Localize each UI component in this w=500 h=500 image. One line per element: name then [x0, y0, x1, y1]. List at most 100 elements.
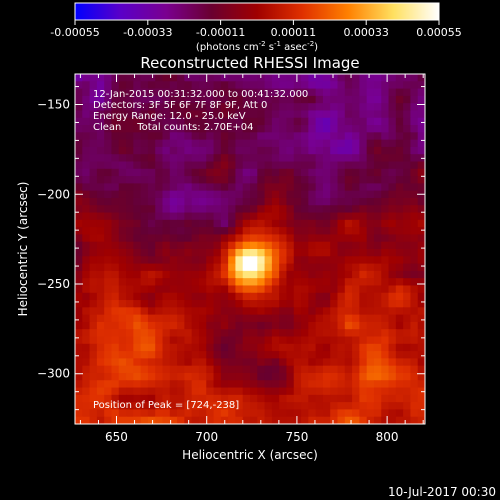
heatmap-cell [140, 292, 149, 301]
heatmap-cell [359, 402, 368, 411]
heatmap-cell [169, 154, 178, 163]
heatmap-cell [381, 176, 390, 184]
heatmap-cell [220, 234, 229, 243]
heatmap-cell [206, 197, 215, 206]
heatmap-cell [169, 285, 178, 294]
heatmap-cell [373, 117, 382, 126]
heatmap-cell [279, 132, 288, 141]
heatmap-cell [147, 219, 156, 228]
heatmap-cell [388, 125, 397, 133]
heatmap-cell [366, 219, 375, 228]
heatmap-cell [322, 103, 331, 112]
heatmap-cell [308, 270, 317, 279]
heatmap-cell [184, 95, 193, 104]
heatmap-cell [410, 190, 419, 199]
heatmap-cell [111, 249, 120, 257]
heatmap-cell [315, 88, 324, 97]
heatmap-cell [220, 125, 229, 133]
heatmap-cell [352, 365, 360, 374]
heatmap-cell [213, 183, 222, 192]
heatmap-cell [96, 154, 105, 163]
heatmap-cell [228, 74, 237, 82]
heatmap-cell [228, 81, 237, 90]
heatmap-cell [417, 394, 425, 403]
heatmap-cell [89, 314, 98, 323]
heatmap-cell [359, 219, 368, 228]
heatmap-cell [133, 409, 142, 418]
heatmap-cell [366, 197, 375, 206]
heatmap-cell [162, 146, 171, 155]
heatmap-cell [147, 278, 156, 287]
heatmap-cell [322, 270, 331, 279]
heatmap-cell [82, 300, 91, 308]
heatmap-cell [147, 146, 156, 155]
heatmap-cell [330, 154, 339, 163]
heatmap-cell [271, 292, 280, 301]
heatmap-cell [82, 394, 91, 403]
heatmap-cell [147, 263, 156, 272]
heatmap-cell [395, 351, 404, 359]
heatmap-cell [403, 117, 412, 126]
heatmap-cell [337, 212, 346, 221]
heatmap-cell [417, 285, 425, 294]
heatmap-cell [257, 409, 266, 418]
heatmap-cell [322, 409, 331, 418]
heatmap-cell [155, 205, 164, 214]
heatmap-cell [228, 132, 237, 141]
heatmap-cell [322, 256, 331, 265]
heatmap-cell [381, 241, 390, 250]
heatmap-cell [271, 270, 280, 279]
heatmap-cell [184, 278, 193, 287]
heatmap-cell [228, 125, 237, 133]
heatmap-cell [286, 197, 295, 206]
heatmap-cell [118, 103, 127, 112]
heatmap-cell [206, 292, 215, 301]
heatmap-cell [147, 336, 156, 345]
heatmap-cell [206, 321, 215, 330]
heatmap-cell [133, 263, 142, 272]
heatmap-cell [417, 227, 425, 236]
heatmap-cell [279, 285, 288, 294]
heatmap-cell [198, 117, 207, 126]
heatmap-cell [366, 263, 375, 272]
heatmap-cell [308, 168, 317, 177]
heatmap-cell [293, 74, 302, 82]
heatmap-cell [191, 329, 200, 338]
heatmap-cell [403, 212, 412, 221]
heatmap-cell [82, 343, 91, 352]
heatmap-cell [271, 132, 280, 141]
heatmap-cell [75, 95, 83, 104]
heatmap-cell [177, 321, 185, 330]
heatmap-cell [388, 176, 397, 184]
heatmap-cell [315, 321, 324, 330]
heatmap-cell [82, 365, 91, 374]
heatmap-cell [286, 409, 295, 418]
colorbar-ticks [74, 20, 440, 25]
heatmap-cell [96, 402, 105, 411]
heatmap-cell [388, 139, 397, 148]
heatmap-cell [140, 300, 149, 308]
heatmap-cell [388, 241, 397, 250]
heatmap-cell [322, 234, 331, 243]
heatmap-cell [133, 249, 142, 257]
heatmap-cell [410, 270, 419, 279]
heatmap-cell [133, 95, 142, 104]
heatmap-cell [96, 409, 105, 418]
heatmap-cell [213, 103, 222, 112]
heatmap-cell [395, 314, 404, 323]
heatmap-cell [213, 88, 222, 97]
heatmap-cell [410, 314, 419, 323]
heatmap-cell [198, 154, 207, 163]
heatmap-cell [264, 343, 273, 352]
heatmap-cell [155, 110, 164, 119]
heatmap-cell [111, 197, 120, 206]
heatmap-cell [403, 307, 412, 316]
heatmap-cell [264, 154, 273, 163]
heatmap-cell [395, 285, 404, 294]
heatmap-cell [417, 197, 425, 206]
heatmap-cell [344, 416, 353, 424]
heatmap-cell [147, 241, 156, 250]
heatmap-cell [89, 117, 98, 126]
heatmap-cell [308, 256, 317, 265]
heatmap-cell [395, 416, 404, 424]
